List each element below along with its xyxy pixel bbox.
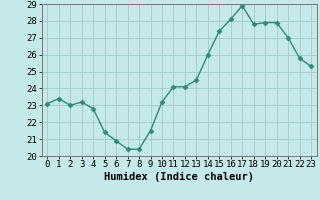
X-axis label: Humidex (Indice chaleur): Humidex (Indice chaleur) [104, 172, 254, 182]
